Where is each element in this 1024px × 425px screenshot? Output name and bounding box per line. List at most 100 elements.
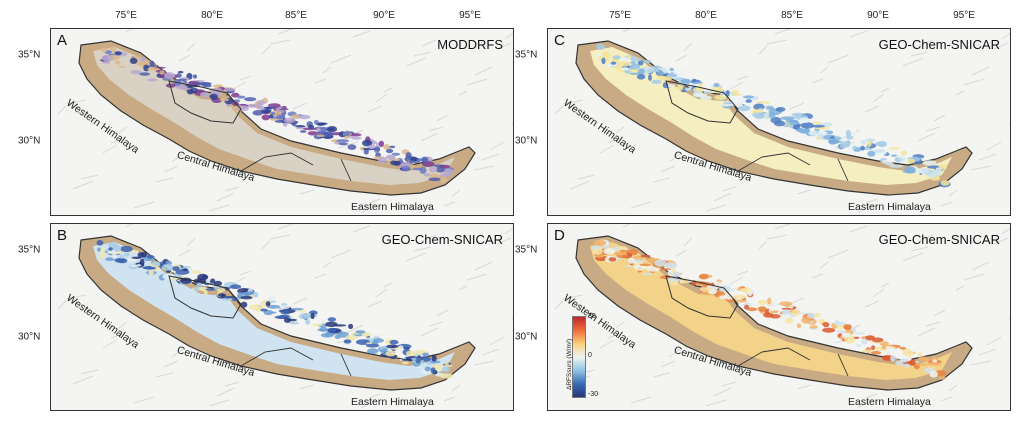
region-divider bbox=[737, 152, 849, 182]
data-patch bbox=[401, 358, 413, 361]
data-patch bbox=[139, 258, 145, 266]
relief-shading bbox=[705, 204, 727, 212]
data-patch bbox=[613, 246, 619, 251]
relief-shading bbox=[474, 261, 493, 271]
data-patch bbox=[659, 76, 672, 81]
data-patch bbox=[918, 356, 929, 361]
relief-shading bbox=[352, 225, 371, 233]
relief-shading bbox=[819, 66, 829, 74]
relief-shading bbox=[102, 339, 118, 349]
data-patch bbox=[444, 364, 453, 367]
relief-shading bbox=[970, 360, 992, 366]
relief-shading bbox=[118, 321, 128, 329]
data-patch bbox=[270, 111, 276, 116]
data-patch bbox=[441, 366, 450, 373]
relief-shading bbox=[865, 198, 878, 204]
data-patch bbox=[274, 315, 288, 319]
data-patch bbox=[320, 319, 327, 324]
relief-shading bbox=[413, 246, 432, 252]
relief-shading bbox=[322, 66, 332, 74]
data-patch bbox=[209, 93, 218, 101]
data-patch bbox=[439, 173, 448, 178]
data-patch bbox=[114, 60, 121, 65]
relief-shading bbox=[118, 126, 128, 134]
relief-shading bbox=[766, 234, 788, 240]
relief-shading bbox=[473, 360, 495, 366]
data-patch bbox=[130, 70, 142, 75]
data-patch bbox=[268, 114, 274, 119]
relief-shading bbox=[337, 141, 359, 149]
relief-shading bbox=[368, 393, 381, 399]
data-patch bbox=[632, 64, 639, 70]
data-patch bbox=[385, 154, 396, 160]
relief-shading bbox=[489, 336, 505, 346]
data-patch bbox=[768, 311, 779, 314]
data-patch bbox=[940, 180, 950, 186]
relief-shading bbox=[420, 327, 439, 337]
relief-shading bbox=[102, 144, 118, 154]
data-patch bbox=[692, 78, 697, 83]
relief-shading bbox=[827, 54, 849, 64]
data-patch bbox=[932, 359, 938, 363]
relief-shading bbox=[819, 261, 829, 269]
relief-shading bbox=[683, 237, 693, 247]
data-patch bbox=[730, 285, 739, 291]
latitude-tick: 30°N bbox=[18, 135, 41, 147]
map-b-svg bbox=[51, 224, 513, 410]
data-field bbox=[93, 47, 455, 185]
data-patch bbox=[761, 101, 772, 104]
data-patch bbox=[268, 295, 276, 302]
relief-shading bbox=[481, 153, 500, 161]
data-patch bbox=[363, 149, 369, 155]
data-patch bbox=[216, 287, 226, 292]
relief-shading bbox=[383, 87, 393, 93]
latitude-tick: 30°N bbox=[18, 331, 41, 343]
data-patch bbox=[389, 339, 399, 345]
data-patch bbox=[274, 119, 287, 123]
data-patch bbox=[918, 167, 930, 174]
relief-shading bbox=[72, 180, 94, 190]
longitude-tick: 90°E bbox=[867, 10, 889, 21]
data-patch bbox=[806, 313, 816, 319]
data-patch bbox=[386, 344, 399, 349]
data-patch bbox=[713, 82, 720, 87]
relief-shading bbox=[955, 90, 965, 96]
region-label-eastern: Eastern Himalaya bbox=[848, 201, 931, 213]
data-patch bbox=[119, 254, 124, 259]
relief-shading bbox=[299, 384, 315, 390]
panel-letter: C bbox=[554, 32, 565, 49]
data-patch bbox=[261, 114, 270, 121]
data-patch bbox=[96, 240, 104, 246]
data-patch bbox=[889, 164, 904, 168]
data-patch bbox=[754, 302, 760, 306]
map-panel-d: D GEO-Chem-SNICAR Western Himalaya Centr… bbox=[547, 223, 1011, 411]
data-patch bbox=[370, 334, 382, 337]
data-patch bbox=[321, 132, 332, 135]
data-patch bbox=[773, 120, 786, 127]
data-patch bbox=[240, 295, 253, 300]
relief-shading bbox=[360, 399, 376, 409]
data-patch bbox=[221, 298, 232, 301]
data-patch bbox=[147, 67, 160, 71]
data-patch bbox=[205, 288, 217, 291]
colorbar-min: -30 bbox=[588, 391, 599, 398]
data-patch bbox=[915, 168, 922, 174]
data-patch bbox=[223, 296, 231, 299]
region-divider bbox=[240, 152, 352, 182]
relief-shading bbox=[660, 360, 676, 368]
data-patch bbox=[295, 125, 306, 128]
data-patch bbox=[279, 108, 289, 111]
data-patch bbox=[231, 92, 240, 98]
map-panel-a: A MODDRFS Western Himalaya Central Himal… bbox=[50, 28, 514, 216]
data-patch bbox=[866, 140, 872, 147]
relief-shading bbox=[261, 45, 271, 55]
data-patch bbox=[619, 249, 627, 252]
data-patch bbox=[149, 60, 155, 66]
data-patch bbox=[801, 122, 814, 129]
data-patch bbox=[915, 363, 928, 366]
data-patch bbox=[870, 351, 882, 355]
data-patch bbox=[117, 258, 128, 264]
relief-shading bbox=[948, 189, 958, 197]
data-patch bbox=[720, 103, 733, 107]
data-patch bbox=[252, 292, 259, 298]
